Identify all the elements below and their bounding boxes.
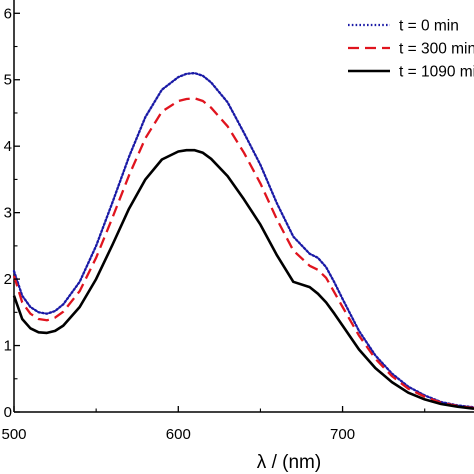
series-line-0 [12,71,474,409]
y-tick-label: 2 [4,271,12,288]
x-tick-label: 600 [166,426,191,443]
y-tick-label: 6 [4,5,12,22]
y-tick-label: 1 [4,338,12,355]
y-tick-label: 4 [4,138,12,155]
y-tick-label: 5 [4,72,12,89]
x-axis: 500 600 700 [1,406,426,443]
x-tick-label: 500 [1,426,26,443]
legend: t = 0 min t = 300 min t = 1090 min [348,18,474,81]
legend-label-2: t = 1090 min [399,64,474,81]
series-line-1 [12,97,474,410]
series-layer [12,71,474,410]
x-tick-label: 700 [330,426,355,443]
y-tick-label: 3 [4,205,12,222]
y-tick-label: 0 [4,404,12,421]
x-axis-label: λ / (nm) [257,452,321,473]
y-axis: 0 1 2 3 4 5 6 [4,5,20,421]
series-line-2 [12,148,474,410]
legend-label-1: t = 300 min [399,41,474,58]
legend-label-0: t = 0 min [399,18,459,35]
plot-frame [13,0,474,413]
